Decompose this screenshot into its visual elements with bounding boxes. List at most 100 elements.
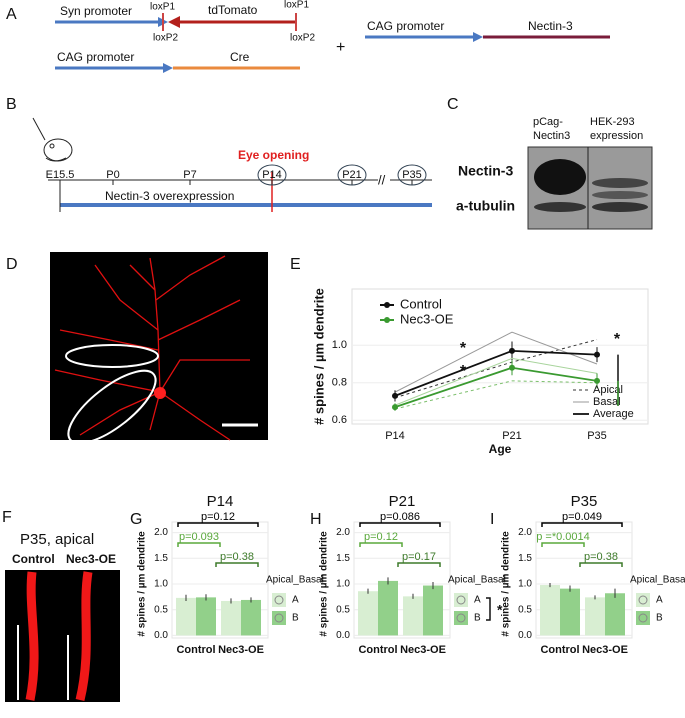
x-axis-label: Age — [489, 442, 512, 456]
bar — [403, 596, 423, 636]
y-tick-label: 1.5 — [336, 553, 350, 564]
legend-dot — [384, 302, 390, 308]
tick-circle — [337, 164, 367, 186]
comparison-bracket — [177, 522, 259, 527]
y-tick-label: 0.5 — [518, 604, 532, 615]
y-tick-label: 0.0 — [336, 630, 350, 641]
timeline-label: P0 — [106, 169, 119, 181]
x-tick-label: Nec3-OE — [218, 644, 264, 656]
bar — [241, 599, 261, 636]
y-tick-label: 1.5 — [154, 553, 168, 564]
legend-title: Apical_Basal — [448, 575, 506, 586]
comparison-bracket — [177, 542, 221, 547]
axis-break: // — [378, 172, 386, 187]
y-tick-label: 2.0 — [336, 527, 350, 538]
p-value: p=0.049 — [562, 511, 602, 523]
lane-label: expression — [590, 130, 643, 142]
timeline: // Eye opening Nectin-3 overexpression E… — [32, 117, 432, 212]
bar — [176, 597, 196, 636]
legend-dot — [456, 595, 466, 605]
basal-line — [394, 357, 598, 406]
x-tick-label: P14 — [385, 430, 405, 442]
bar — [605, 593, 625, 636]
significance-mark: * — [614, 331, 621, 348]
y-axis-label: # spines / µm dendrite — [501, 531, 512, 637]
region-outline — [67, 369, 157, 445]
p-value: p=0.086 — [380, 511, 420, 523]
neuron-image — [50, 252, 268, 445]
y-axis-label: # spines / µm dendrite — [137, 531, 148, 637]
bar — [358, 591, 378, 636]
point — [509, 347, 515, 354]
legend-label: Control — [400, 296, 442, 311]
band — [592, 178, 648, 188]
label: tdTomato — [208, 3, 258, 17]
image-label: Control — [12, 552, 55, 566]
legend-label: Apical — [593, 384, 623, 396]
label: Cre — [230, 50, 250, 64]
timeline-label: E15.5 — [46, 169, 75, 181]
legend-dot — [638, 613, 648, 623]
image-title: P35, apical — [20, 531, 94, 548]
lane-label: HEK-293 — [590, 116, 635, 128]
x-tick-label: Control — [540, 644, 579, 656]
arrow-head — [168, 16, 180, 28]
y-tick-label: 1.0 — [332, 339, 347, 351]
x-tick-label: P35 — [587, 430, 607, 442]
overexpression-label: Nectin-3 overexpression — [105, 189, 234, 203]
construct-diagram: Syn promoter loxP1 tdTomato loxP1 loxP2 … — [55, 0, 610, 73]
comparison-bracket — [541, 542, 585, 547]
timeline-label: P35 — [402, 169, 422, 181]
significance-mark: * — [460, 363, 467, 380]
timeline-label: P7 — [183, 169, 196, 181]
significance-mark: * — [497, 602, 503, 618]
legend-swatch — [454, 593, 468, 607]
timeline-label: P14 — [262, 169, 282, 181]
band — [592, 202, 648, 212]
label: loxP2 — [290, 33, 315, 44]
chart-title: P35 — [571, 493, 598, 510]
soma — [154, 387, 166, 399]
y-tick-label: 1.0 — [518, 579, 532, 590]
legend-title: Apical_Basal — [630, 575, 685, 586]
panel-label: C — [447, 96, 459, 113]
band — [534, 202, 586, 212]
legend-label: Average — [593, 408, 634, 420]
image-background — [5, 570, 120, 702]
panel-label: B — [6, 96, 17, 113]
legend-bracket — [486, 597, 491, 621]
label: CAG promoter — [57, 50, 134, 64]
label: loxP1 — [150, 2, 175, 13]
y-tick-label: 0.6 — [332, 414, 347, 426]
legend-label: A — [474, 595, 481, 606]
bar — [196, 597, 216, 636]
significance-mark: * — [460, 340, 467, 357]
apical-line — [394, 380, 598, 410]
legend-dot — [274, 613, 284, 623]
label: + — [336, 39, 345, 56]
legend-label: Basal — [593, 396, 621, 408]
point — [392, 404, 398, 411]
chart-title: P14 — [207, 493, 234, 510]
panel-label: H — [310, 511, 322, 528]
band — [534, 159, 586, 195]
y-tick-label: 0.5 — [154, 604, 168, 615]
p-value: p=0.093 — [179, 531, 219, 543]
y-tick-label: 1.0 — [336, 579, 350, 590]
p-value: p=0.38 — [220, 551, 254, 563]
bar — [585, 597, 605, 636]
p-value: p=0.12 — [364, 531, 398, 543]
point — [594, 377, 600, 384]
region-outline — [65, 344, 159, 368]
legend-swatch — [454, 611, 468, 625]
x-tick-label: Control — [358, 644, 397, 656]
legend-swatch — [636, 593, 650, 607]
y-tick-label: 0.5 — [336, 604, 350, 615]
tick-circle — [257, 164, 287, 186]
y-axis-label: # spines / µm dendrite — [311, 288, 326, 425]
legend-dot — [274, 595, 284, 605]
label: Syn promoter — [60, 4, 132, 18]
legend-label: B — [656, 613, 663, 624]
comparison-bracket — [359, 522, 441, 527]
comparison-bracket — [541, 522, 623, 527]
